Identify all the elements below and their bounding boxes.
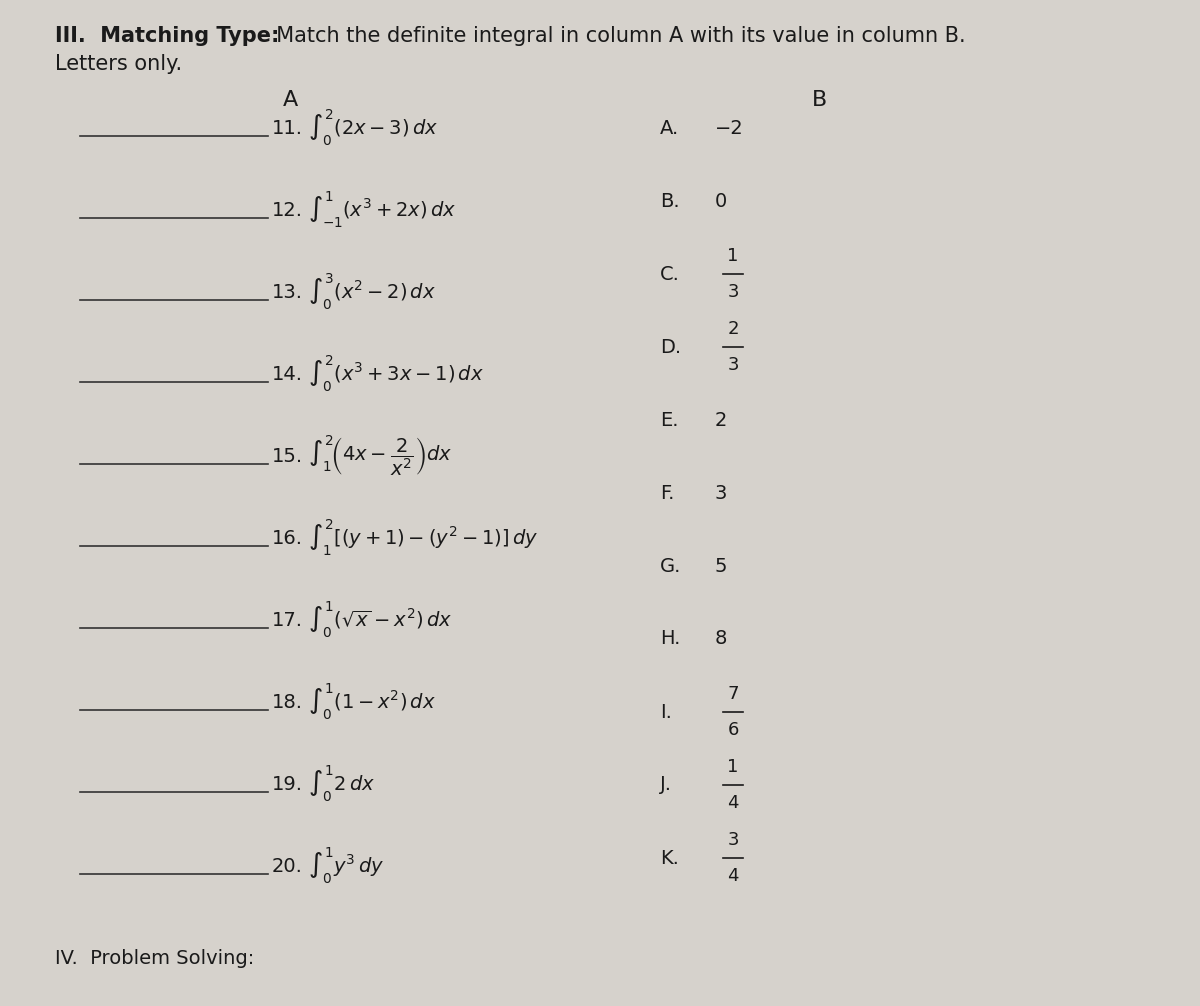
Text: G.: G. [660,556,682,575]
Text: B.: B. [660,191,679,210]
Text: IV.  Problem Solving:: IV. Problem Solving: [55,949,254,968]
Text: 19.: 19. [272,775,302,794]
Text: 0: 0 [715,191,727,210]
Text: 7: 7 [727,685,739,703]
Text: 3: 3 [727,356,739,374]
Text: 11.: 11. [272,119,302,138]
Text: I.: I. [660,702,672,721]
Text: III.  Matching Type:: III. Matching Type: [55,26,280,46]
Text: 4: 4 [727,867,739,885]
Text: 6: 6 [727,721,739,739]
Text: K.: K. [660,848,679,867]
Text: D.: D. [660,337,682,356]
Text: 12.: 12. [272,200,302,219]
Text: E.: E. [660,410,678,430]
Text: 13.: 13. [272,283,302,302]
Text: 15.: 15. [272,447,304,466]
Text: 2: 2 [715,410,727,430]
Text: B: B [812,90,828,110]
Text: 5: 5 [715,556,727,575]
Text: $\int_0^2(2x-3)\,dx$: $\int_0^2(2x-3)\,dx$ [308,108,438,148]
Text: H.: H. [660,630,680,649]
Text: 1: 1 [727,758,739,776]
Text: $\int_1^{2}\!\left(4x-\dfrac{2}{x^2}\right)dx$: $\int_1^{2}\!\left(4x-\dfrac{2}{x^2}\rig… [308,434,452,479]
Text: $\int_0^1(\sqrt{x}-x^2)\,dx$: $\int_0^1(\sqrt{x}-x^2)\,dx$ [308,600,452,640]
Text: 3: 3 [727,283,739,301]
Text: $\int_0^1 y^3\,dy$: $\int_0^1 y^3\,dy$ [308,846,384,886]
Text: A: A [282,90,298,110]
Text: $\int_{-1}^{1}(x^3+2x)\,dx$: $\int_{-1}^{1}(x^3+2x)\,dx$ [308,190,456,230]
Text: 16.: 16. [272,528,302,547]
Text: 3: 3 [727,831,739,849]
Text: F.: F. [660,484,674,503]
Text: 8: 8 [715,630,727,649]
Text: $\int_1^2[(y+1)-(y^2-1)]\,dy$: $\int_1^2[(y+1)-(y^2-1)]\,dy$ [308,518,539,558]
Text: Match the definite integral in column A with its value in column B.: Match the definite integral in column A … [263,26,966,46]
Text: C.: C. [660,265,680,284]
Text: 4: 4 [727,794,739,812]
Text: J.: J. [660,776,672,795]
Text: 2: 2 [727,320,739,338]
Text: 1: 1 [727,247,739,265]
Text: 18.: 18. [272,692,302,711]
Text: $\int_0^1(1-x^2)\,dx$: $\int_0^1(1-x^2)\,dx$ [308,682,436,722]
Text: 14.: 14. [272,364,302,383]
Text: 20.: 20. [272,856,302,875]
Text: 17.: 17. [272,611,302,630]
Text: Letters only.: Letters only. [55,54,182,74]
Text: $\int_0^3(x^2-2)\,dx$: $\int_0^3(x^2-2)\,dx$ [308,272,436,312]
Text: −2: −2 [715,119,744,138]
Text: 3: 3 [715,484,727,503]
Text: A.: A. [660,119,679,138]
Text: $\int_0^1 2\,dx$: $\int_0^1 2\,dx$ [308,764,376,804]
Text: $\int_0^2(x^3+3x-1)\,dx$: $\int_0^2(x^3+3x-1)\,dx$ [308,354,484,394]
